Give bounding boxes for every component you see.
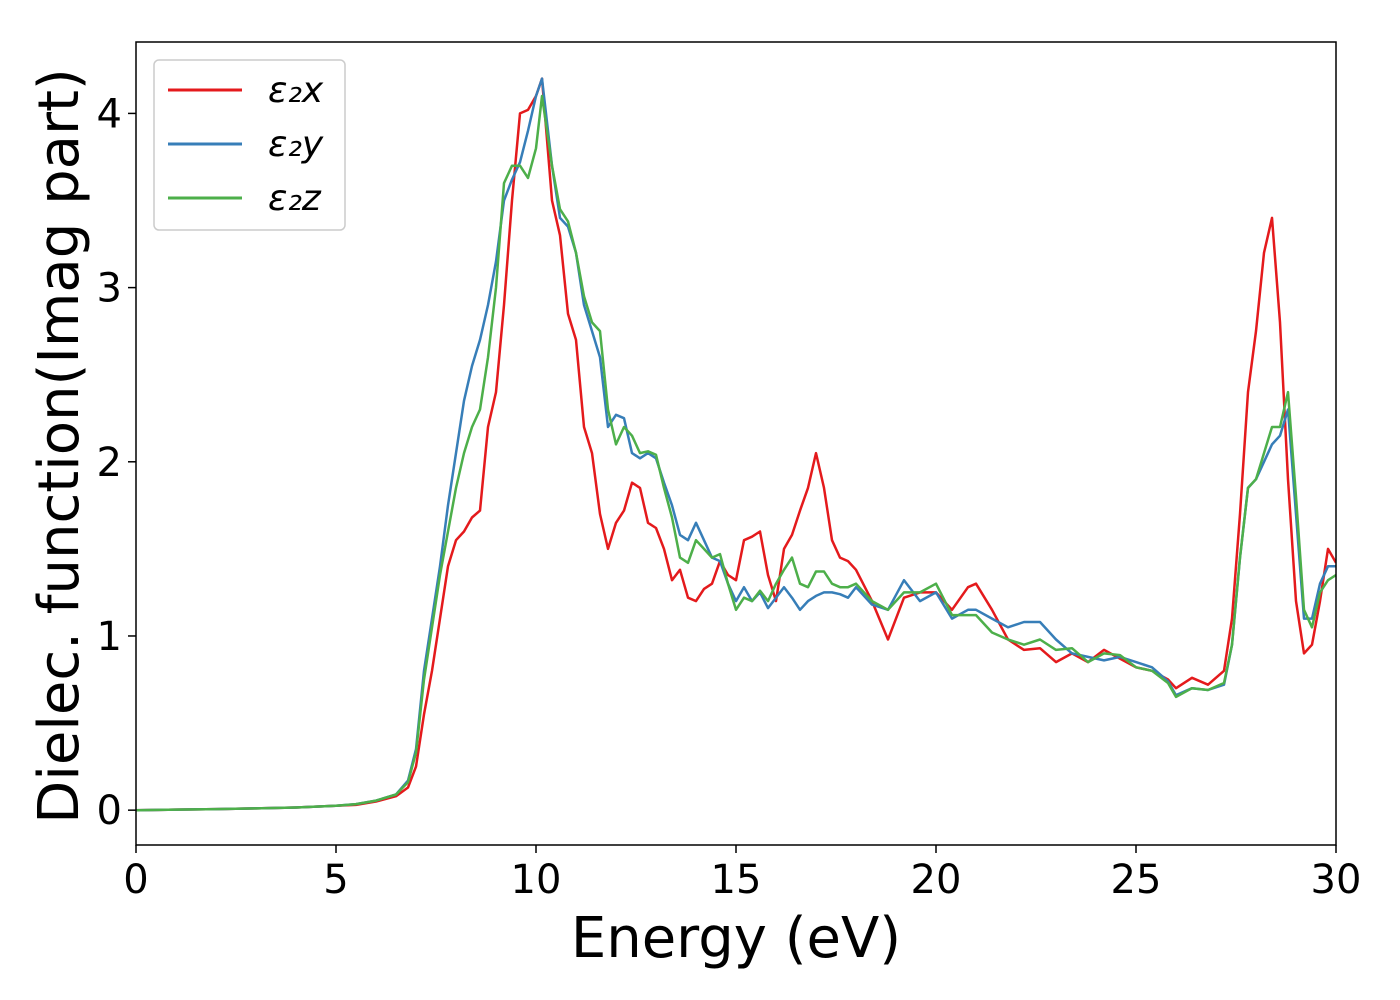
y-tick-label: 4 <box>97 91 122 137</box>
x-tick-label: 15 <box>711 857 762 903</box>
y-tick-label: 0 <box>97 788 122 834</box>
x-tick-label: 0 <box>123 857 148 903</box>
legend-text: ε₂z <box>268 178 322 219</box>
y-tick-label: 1 <box>97 614 122 660</box>
legend-text: ε₂y <box>268 124 324 165</box>
x-tick-label: 20 <box>911 857 962 903</box>
y-tick-label: 2 <box>97 440 122 486</box>
x-axis-label: Energy (eV) <box>571 906 901 971</box>
x-tick-label: 25 <box>1111 857 1162 903</box>
x-tick-label: 10 <box>511 857 562 903</box>
plot-frame <box>135 41 1337 846</box>
legend-box <box>153 59 346 231</box>
data-line <box>136 77 1336 812</box>
y-axis-label: Dielec. function(Imag part) <box>27 68 92 824</box>
data-line <box>136 94 1336 812</box>
x-tick-label: 30 <box>1311 857 1362 903</box>
x-tick-label: 5 <box>323 857 348 903</box>
y-tick-label: 3 <box>97 266 122 312</box>
legend-text: ε₂x <box>268 70 324 111</box>
